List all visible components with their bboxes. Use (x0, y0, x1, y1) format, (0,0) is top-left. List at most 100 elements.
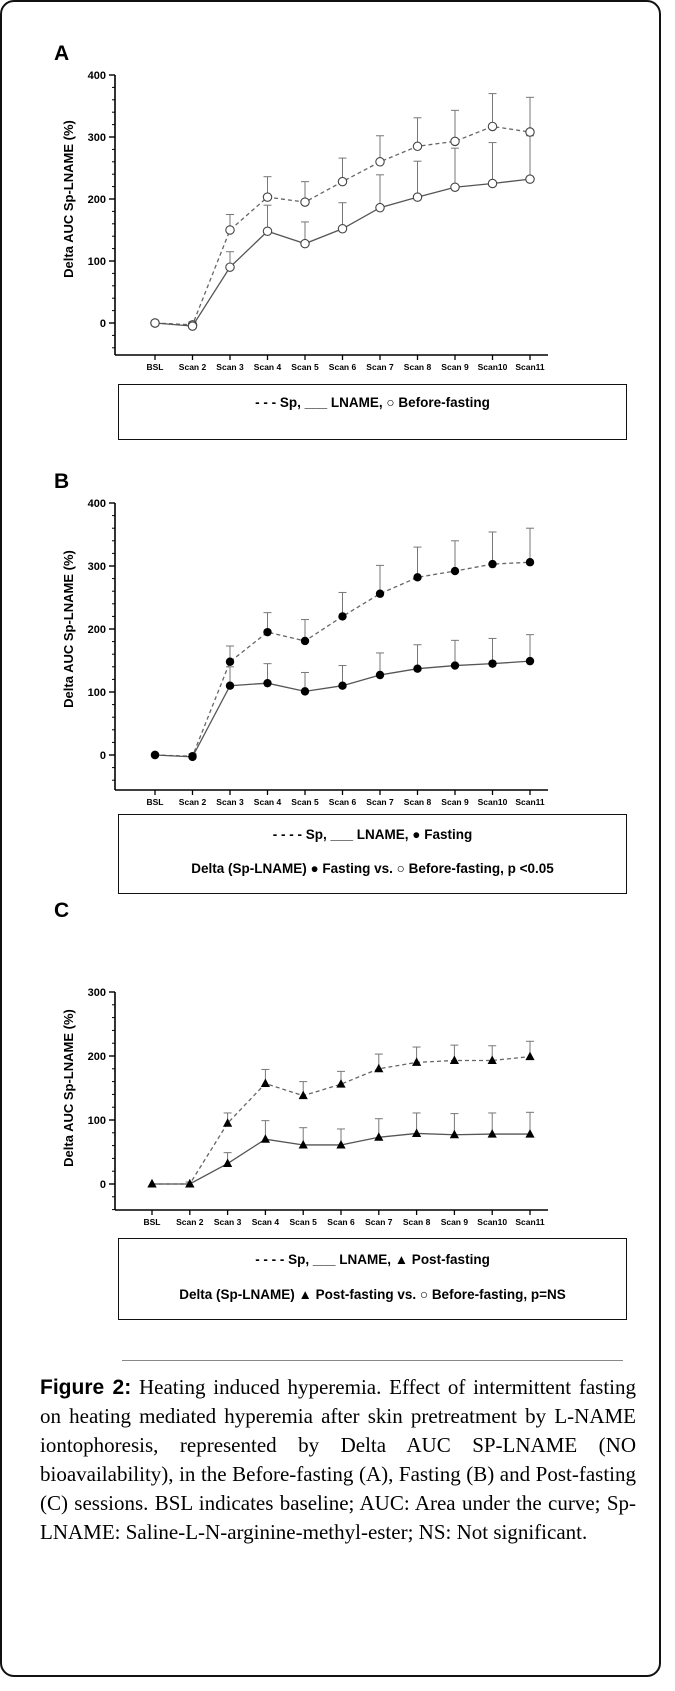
x-tick-label: BSL (147, 362, 164, 372)
data-point (150, 750, 160, 760)
legend-b: - - - - Sp, ___ LNAME, ● Fasting Delta (… (118, 814, 627, 894)
data-point (525, 558, 535, 567)
x-tick-label: Scan 3 (216, 362, 244, 372)
data-point (260, 1078, 270, 1088)
y-axis-label: Delta AUC Sp-LNAME (%) (61, 550, 76, 708)
data-point (375, 589, 385, 598)
data-point (185, 1179, 195, 1188)
series-line-sp (154, 561, 531, 757)
chart-c: 0 100 200 300 Delta AUC Sp-LNAME (%) BSL Scan … (61, 987, 548, 1227)
y-tick-label: 100 (88, 256, 106, 268)
y-tick-label: 200 (88, 194, 106, 206)
x-tick-label: Scan 5 (291, 797, 319, 807)
data-point (260, 1134, 270, 1143)
data-point (338, 681, 347, 690)
data-point (450, 182, 460, 192)
y-axis-label: Delta AUC Sp-LNAME (%) (61, 120, 76, 278)
data-point (300, 238, 310, 249)
data-point (375, 670, 385, 680)
x-tick-label: Scan11 (515, 1217, 545, 1227)
data-point (525, 656, 535, 666)
data-point (223, 1118, 233, 1127)
x-tick-label: Scan 8 (404, 362, 432, 372)
data-point (487, 178, 498, 189)
data-point (263, 627, 272, 637)
data-point (449, 1129, 459, 1139)
data-point (375, 157, 385, 167)
y-tick-label: 300 (88, 561, 106, 573)
data-point (225, 657, 235, 666)
data-point (263, 678, 272, 688)
data-point (298, 1139, 308, 1149)
x-tick-label: Scan 7 (366, 362, 394, 372)
legend-c-line-1: - - - - Sp, ___ LNAME, ▲ Post-fasting (255, 1252, 490, 1267)
data-point (337, 224, 348, 234)
y-tick-label: 0 (100, 318, 106, 330)
y-tick-label: 300 (88, 132, 106, 144)
x-tick-label: Scan 9 (441, 1217, 469, 1227)
x-tick-label: Scan 2 (179, 362, 207, 372)
x-tick-label: Scan 4 (254, 362, 282, 372)
x-tick-label: Scan 5 (291, 362, 319, 372)
x-tick-label: Scan 6 (329, 362, 357, 372)
x-tick-label: Scan11 (515, 362, 545, 372)
data-point (412, 1057, 422, 1066)
data-point (412, 192, 423, 202)
series-line-lname (154, 178, 531, 327)
data-point (525, 174, 535, 184)
y-tick-label: 400 (88, 70, 106, 82)
figure-caption: Figure 2: Heating induced hyperemia. Eff… (40, 1373, 636, 1547)
data-point (337, 176, 348, 187)
data-point (225, 681, 235, 690)
x-tick-label: Scan 3 (214, 1217, 242, 1227)
series-line-sp (152, 1055, 531, 1185)
panel-label-b: B (54, 470, 70, 493)
x-tick-label: Scan11 (515, 797, 545, 807)
data-point (336, 1079, 346, 1088)
data-point (300, 687, 310, 696)
x-tick-label: Scan 3 (216, 797, 244, 807)
x-tick-label: Scan 7 (365, 1217, 393, 1227)
y-tick-label: 200 (88, 624, 106, 636)
caption-label: Figure 2: (40, 1376, 132, 1399)
x-tick-label: Scan10 (477, 1217, 507, 1227)
x-tick-label: Scan 2 (179, 797, 207, 807)
data-point (375, 202, 385, 213)
x-tick-label: Scan10 (478, 362, 508, 372)
x-tick-label: Scan 6 (329, 797, 357, 807)
data-point (449, 1055, 459, 1064)
data-point (450, 661, 460, 670)
legend-a: - - - Sp, ___ LNAME, ○ Before-fasting (118, 384, 627, 440)
data-point (374, 1132, 384, 1141)
data-point (150, 318, 160, 328)
y-tick-label: 100 (88, 1115, 106, 1127)
data-point (450, 136, 460, 147)
data-point (188, 752, 197, 762)
y-axis-label: Delta AUC Sp-LNAME (%) (61, 1009, 76, 1167)
data-point (488, 659, 497, 668)
data-point (412, 1128, 422, 1137)
x-tick-label: Scan 9 (441, 362, 469, 372)
data-point (223, 1158, 233, 1168)
legend-b-line-1: - - - - Sp, ___ LNAME, ● Fasting (272, 827, 473, 842)
x-tick-label: Scan 9 (441, 797, 469, 807)
data-point (525, 1051, 535, 1061)
x-tick-label: Scan 4 (254, 797, 282, 807)
y-tick-label: 400 (88, 498, 106, 510)
data-point (374, 1063, 384, 1073)
y-tick-label: 300 (88, 987, 106, 999)
data-point (525, 127, 535, 137)
data-point (413, 573, 422, 582)
data-point (336, 1139, 346, 1149)
legend-c-line-2: Delta (Sp-LNAME) ▲ Post-fasting vs. ○ Be… (179, 1287, 566, 1302)
y-tick-label: 0 (100, 1179, 106, 1191)
data-point (262, 192, 273, 202)
caption-separator (122, 1360, 623, 1361)
data-point (300, 636, 310, 646)
data-point (147, 1179, 157, 1188)
data-point (412, 141, 423, 152)
y-tick-label: 0 (100, 750, 106, 762)
data-point (488, 559, 497, 569)
x-tick-label: Scan 6 (327, 1217, 355, 1227)
data-point (487, 1129, 497, 1138)
